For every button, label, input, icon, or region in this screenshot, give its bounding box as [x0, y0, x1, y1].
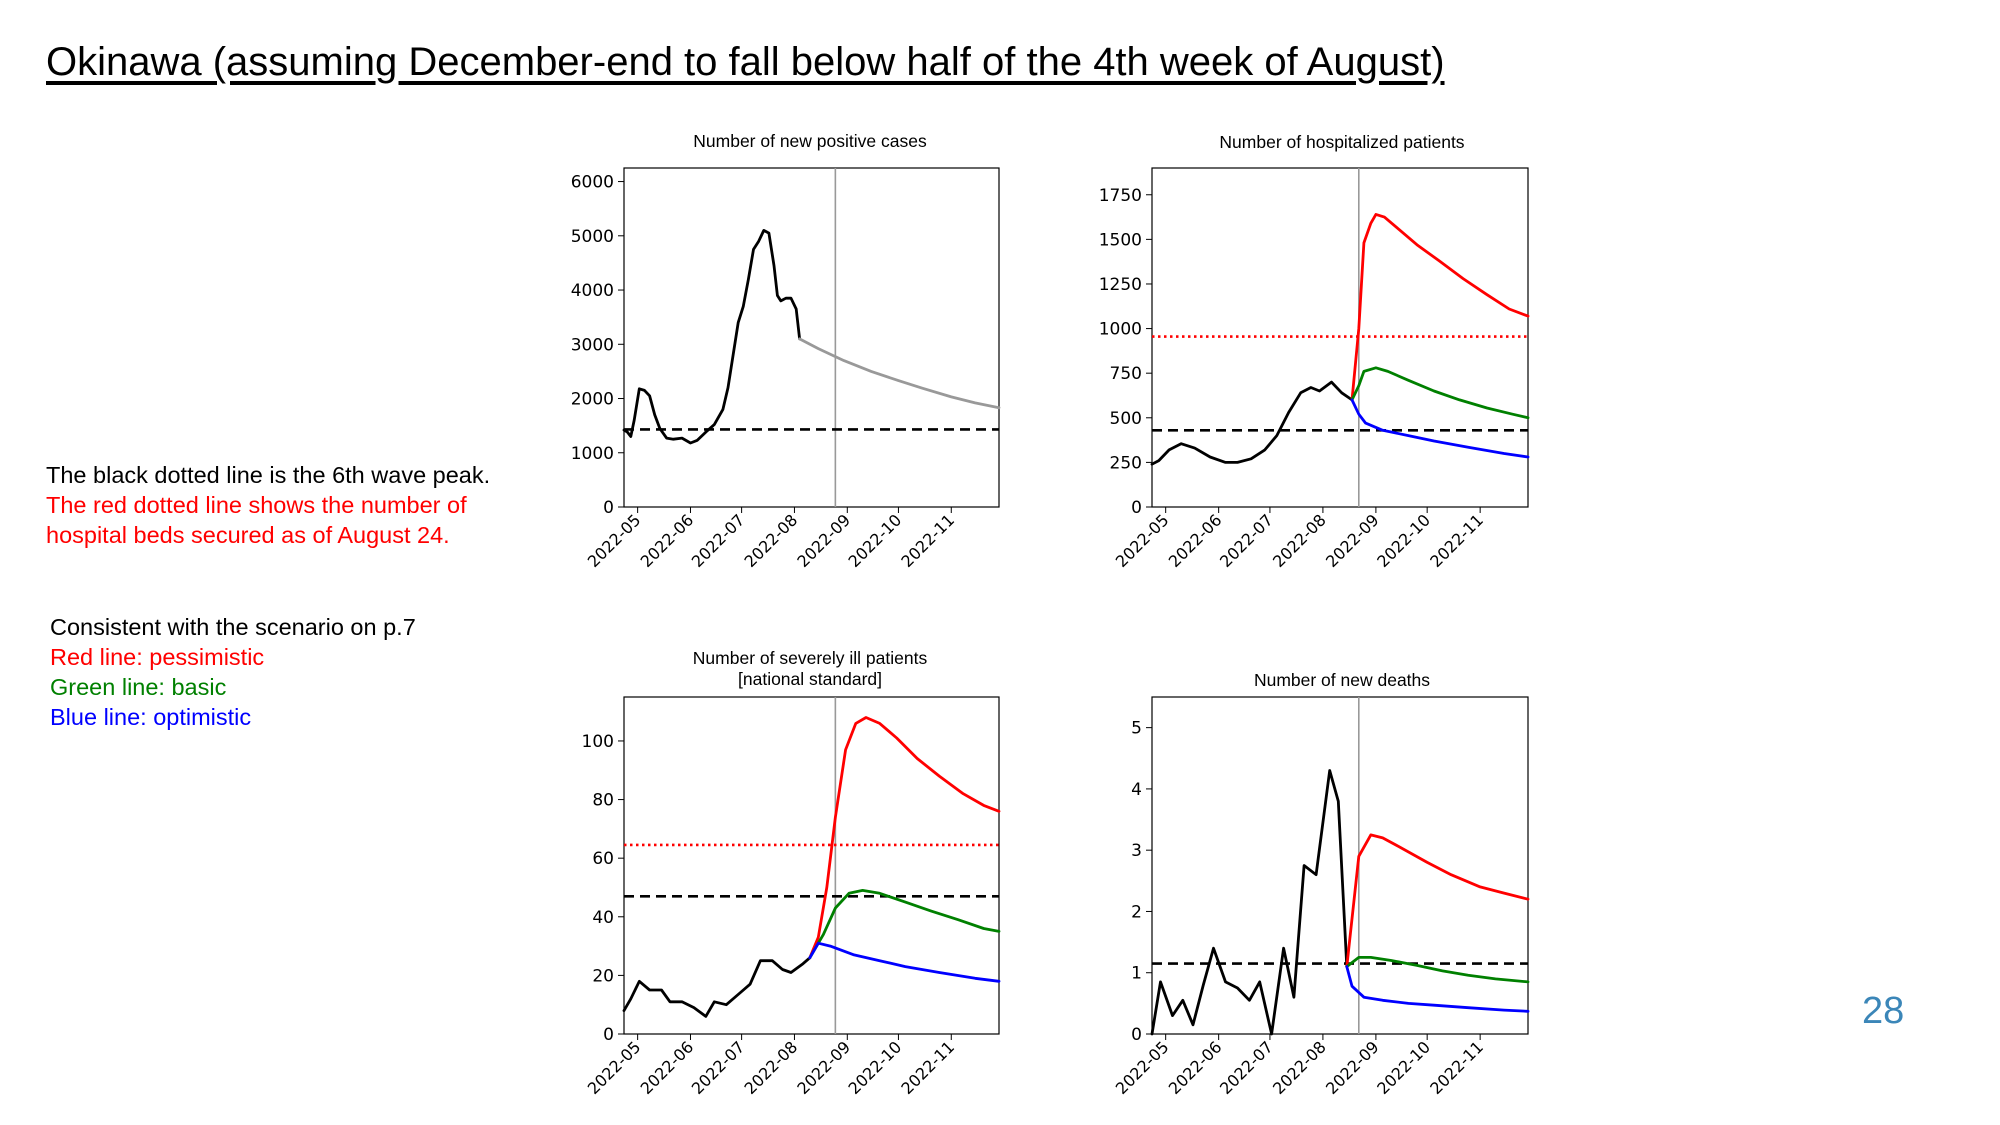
- y-tick-label-hospitalized: 250: [1110, 453, 1142, 473]
- x-tick-label-new-cases: 2022-07: [688, 510, 749, 571]
- y-tick-label-new-cases: 1000: [571, 444, 614, 464]
- y-tick-label-new-deaths: 2: [1131, 902, 1142, 922]
- y-tick-label-new-cases: 0: [603, 498, 614, 518]
- x-tick-label-new-deaths: 2022-11: [1426, 1037, 1487, 1098]
- y-tick-label-new-cases: 5000: [571, 227, 614, 247]
- plot-frame-new-deaths: [1151, 696, 1529, 1035]
- y-tick-label-new-cases: 3000: [571, 335, 614, 355]
- series-actual-severely-ill: [622, 956, 812, 1018]
- legend-pessimistic: Red line: pessimistic: [50, 644, 265, 670]
- explanation-line: The red dotted line shows the number of: [46, 492, 467, 518]
- x-tick-label-hospitalized: 2022-09: [1322, 510, 1383, 571]
- chart-title-severely-ill: Number of severely ill patients [nationa…: [600, 648, 1020, 690]
- x-tick-label-severely-ill: 2022-11: [897, 1037, 958, 1098]
- series-pessimistic-new-deaths: [1345, 833, 1530, 968]
- y-tick-label-hospitalized: 1750: [1099, 186, 1142, 206]
- y-tick-label-severely-ill: 40: [592, 908, 614, 928]
- x-tick-label-new-cases: 2022-08: [741, 510, 802, 571]
- x-tick-label-new-deaths: 2022-05: [1112, 1037, 1173, 1098]
- x-tick-label-new-deaths: 2022-07: [1216, 1037, 1277, 1098]
- x-tick-label-new-deaths: 2022-06: [1165, 1037, 1226, 1098]
- x-tick-label-severely-ill: 2022-10: [845, 1037, 906, 1098]
- x-tick-label-hospitalized: 2022-10: [1373, 510, 1434, 571]
- x-tick-label-new-cases: 2022-09: [793, 510, 854, 571]
- x-tick-label-new-deaths: 2022-09: [1322, 1037, 1383, 1098]
- x-tick-label-hospitalized: 2022-07: [1216, 510, 1277, 571]
- series-actual-new-deaths: [1150, 769, 1349, 1036]
- y-tick-label-new-deaths: 0: [1131, 1025, 1142, 1045]
- x-tick-label-severely-ill: 2022-06: [637, 1037, 698, 1098]
- series-pessimistic-hospitalized: [1350, 213, 1530, 402]
- y-tick-label-hospitalized: 1250: [1099, 275, 1142, 295]
- y-tick-label-hospitalized: 500: [1110, 409, 1142, 429]
- chart-title-severely-ill-main: Number of severely ill patients: [692, 648, 928, 668]
- y-tick-label-new-cases: 2000: [571, 390, 614, 410]
- x-tick-label-severely-ill: 2022-05: [584, 1037, 645, 1098]
- x-tick-label-hospitalized: 2022-08: [1269, 510, 1330, 571]
- chart-title-new-cases: Number of new positive cases: [693, 131, 927, 151]
- slide-title: Okinawa (assuming December-end to fall b…: [46, 40, 1445, 84]
- x-tick-label-severely-ill: 2022-08: [741, 1037, 802, 1098]
- y-tick-label-new-cases: 6000: [571, 173, 614, 193]
- chart-subtitle-severely-ill: [national standard]: [738, 669, 882, 689]
- series-pessimistic-severely-ill: [808, 716, 1001, 960]
- x-tick-label-hospitalized: 2022-06: [1165, 510, 1226, 571]
- y-tick-label-severely-ill: 20: [592, 966, 614, 986]
- x-tick-label-new-cases: 2022-11: [897, 510, 958, 571]
- x-tick-label-new-cases: 2022-10: [845, 510, 906, 571]
- plot-frame-new-cases: [623, 167, 1000, 508]
- y-tick-label-new-deaths: 4: [1131, 780, 1142, 800]
- y-tick-label-severely-ill: 100: [582, 732, 614, 752]
- y-tick-label-severely-ill: 80: [592, 791, 614, 811]
- series-optimistic-new-deaths: [1345, 965, 1530, 1013]
- explanation-line: hospital beds secured as of August 24.: [46, 522, 450, 548]
- series-actual-new-cases: [622, 229, 801, 445]
- legend-basic: Green line: basic: [50, 674, 227, 700]
- x-tick-label-severely-ill: 2022-07: [688, 1037, 749, 1098]
- scenario-legend: Consistent with the scenario on p.7 Red …: [50, 612, 416, 732]
- series-basic-new-deaths: [1345, 956, 1530, 984]
- x-tick-label-new-cases: 2022-05: [584, 510, 645, 571]
- line-explanation: The black dotted line is the 6th wave pe…: [46, 460, 490, 550]
- y-tick-label-hospitalized: 1500: [1099, 230, 1142, 250]
- series-basic-severely-ill: [808, 889, 1001, 960]
- x-tick-label-new-deaths: 2022-10: [1373, 1037, 1434, 1098]
- y-tick-label-hospitalized: 750: [1110, 364, 1142, 384]
- x-tick-label-new-deaths: 2022-08: [1269, 1037, 1330, 1098]
- x-tick-label-new-cases: 2022-06: [637, 510, 698, 571]
- x-tick-label-severely-ill: 2022-09: [793, 1037, 854, 1098]
- y-tick-label-severely-ill: 0: [603, 1025, 614, 1045]
- series-basic-hospitalized: [1350, 366, 1530, 420]
- y-tick-label-hospitalized: 1000: [1099, 320, 1142, 340]
- y-tick-label-new-deaths: 1: [1131, 964, 1142, 984]
- series-optimistic-hospitalized: [1350, 398, 1530, 459]
- x-tick-label-hospitalized: 2022-11: [1426, 510, 1487, 571]
- y-tick-label-severely-ill: 60: [592, 849, 614, 869]
- y-tick-label-new-cases: 4000: [571, 281, 614, 301]
- x-tick-label-hospitalized: 2022-05: [1112, 510, 1173, 571]
- chart-title-hospitalized: Number of hospitalized patients: [1219, 132, 1465, 152]
- series-projection-new-cases: [798, 337, 1001, 410]
- explanation-line: The black dotted line is the 6th wave pe…: [46, 462, 491, 488]
- legend-optimistic: Blue line: optimistic: [50, 704, 252, 730]
- y-tick-label-new-deaths: 5: [1131, 719, 1142, 739]
- series-optimistic-severely-ill: [808, 941, 1001, 983]
- page-number: 28: [1862, 990, 1905, 1032]
- y-tick-label-new-deaths: 3: [1131, 841, 1142, 861]
- y-tick-label-hospitalized: 0: [1131, 498, 1142, 518]
- series-actual-hospitalized: [1150, 380, 1354, 466]
- plot-frame-severely-ill: [623, 696, 1000, 1035]
- scenario-heading: Consistent with the scenario on p.7: [50, 614, 416, 640]
- chart-title-new-deaths: Number of new deaths: [1253, 670, 1431, 690]
